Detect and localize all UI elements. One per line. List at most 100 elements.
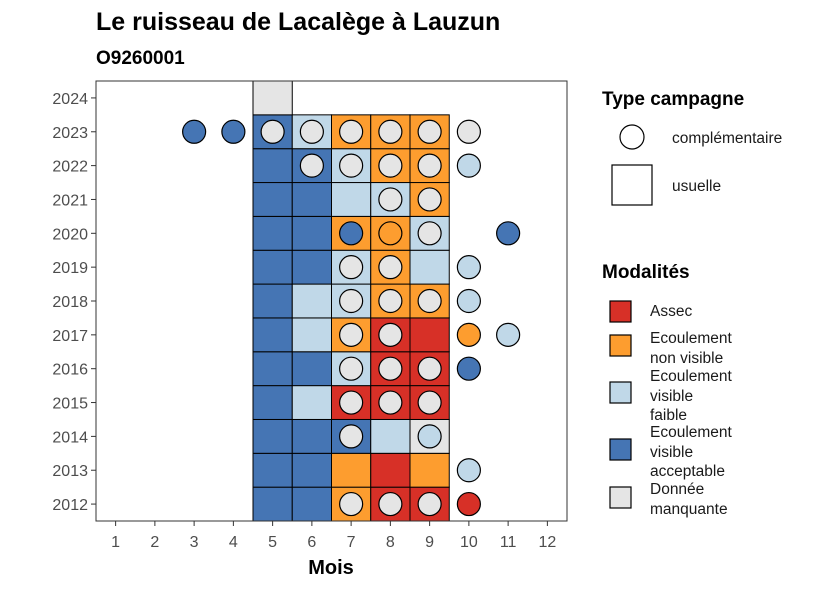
complementaire-point-2018-10 [456,288,481,314]
complementaire-point-2023-9 [417,119,442,144]
complementaire-point-2023-7 [339,119,364,144]
usuelle-cell-2014-6 [291,418,332,454]
legend-key-complementaire [619,124,645,150]
y-tick-label-2016: 2016 [52,362,88,379]
legend-label-ecoulement_visible_acceptable-line1: Ecoulement [650,424,733,441]
y-tick-label-2013: 2013 [52,463,88,480]
x-axis: 1 2 3 4 5 6 7 8 9 10 11 12 [111,521,556,551]
usuelle-cell-2019-9 [409,249,450,285]
usuelle-cell-2016-6 [291,351,332,387]
usuelle-cell-2017-9 [409,317,450,353]
complementaire-point-2012-8 [378,491,403,517]
legend-label-ecoulement_non_visible-line1: Ecoulement [650,330,733,347]
complementaire-point-2023-8 [378,119,403,144]
usuelle-cell-2012-6 [291,486,332,522]
legend-label-ecoulement_non_visible-line2: non visible [650,350,723,367]
usuelle-cell-2018-6 [291,283,332,319]
usuelle-cell-2021-6 [291,182,332,217]
legend-key-donnee_manquante [609,486,632,509]
complementaire-point-2012-7 [339,491,364,517]
x-axis-title: Mois [308,557,354,579]
usuelle-cell-2012-5 [252,486,293,522]
x-tick-label-5: 5 [268,534,277,551]
usuelle-cell-2016-5 [252,351,293,387]
usuelle-cell-2013-5 [252,452,293,488]
complementaire-point-2023-4 [221,119,246,144]
x-tick-label-6: 6 [307,534,316,551]
usuelle-cell-2013-7 [331,452,372,488]
y-tick-label-2014: 2014 [52,429,88,446]
complementaire-point-2018-9 [417,288,442,314]
complementaire-point-2020-11 [496,221,521,246]
usuelle-cell-2013-9 [409,452,450,488]
x-tick-label-10: 10 [460,534,478,551]
complementaire-point-2021-9 [417,187,442,212]
legend-title-modalites: Modalités [602,262,690,283]
usuelle-cell-2015-5 [252,385,293,420]
complementaire-points [182,119,521,517]
complementaire-point-2022-9 [417,153,442,178]
legend-label-donnee_manquante-line1: Donnée [650,481,704,498]
usuelle-cell-2021-7 [331,182,372,217]
x-tick-label-3: 3 [190,534,199,551]
complementaire-point-2016-9 [417,356,442,381]
complementaire-point-2020-9 [417,221,442,246]
x-tick-label-11: 11 [500,534,517,551]
complementaire-point-2022-8 [378,153,403,178]
complementaire-point-2016-10 [456,356,481,381]
x-tick-label-9: 9 [425,534,434,551]
usuelle-cell-2018-5 [252,283,293,319]
usuelle-cell-2019-5 [252,249,293,285]
usuelle-cell-2013-8 [370,452,411,488]
y-tick-label-2024: 2024 [52,91,88,108]
legend-label-ecoulement_visible_faible-line3: faible [650,407,687,424]
usuelle-cell-2024-5 [252,80,293,116]
usuelle-cell-2020-6 [291,215,332,251]
usuelle-cell-2017-5 [252,317,293,353]
y-tick-label-2023: 2023 [52,125,88,142]
legend-key-ecoulement_visible_faible [609,381,632,404]
legend-label-usuelle: usuelle [672,178,721,195]
complementaire-point-2023-10 [456,119,481,144]
complementaire-point-2022-7 [339,153,364,178]
usuelle-cell-2013-6 [291,452,332,488]
y-tick-label-2021: 2021 [52,192,88,209]
x-tick-label-12: 12 [538,534,556,551]
complementaire-point-2018-7 [339,288,364,314]
legend: Type campagne complémentaire usuelle Mod… [602,89,782,518]
complementaire-point-2016-8 [378,356,403,381]
complementaire-point-2013-10 [456,458,481,483]
usuelle-cell-2020-5 [252,215,293,251]
legend-label-ecoulement_visible_acceptable-line2: visible [650,444,693,461]
complementaire-point-2022-6 [299,153,324,178]
y-axis: 2012 2013 2014 2015 2016 2017 2018 2019 2020 2021… [52,91,96,514]
legend-label-ecoulement_visible_acceptable-line3: acceptable [650,463,725,480]
legend-title-type-campagne: Type campagne [602,89,744,110]
complementaire-point-2018-8 [378,288,403,314]
complementaire-point-2020-8 [378,221,403,246]
y-tick-label-2018: 2018 [52,294,88,311]
x-tick-label-1: 1 [111,534,120,551]
usuelle-cell-2014-8 [370,418,411,454]
x-tick-label-8: 8 [386,534,395,551]
complementaire-point-2014-7 [339,424,364,449]
legend-label-complementaire: complémentaire [672,130,782,147]
complementaire-point-2023-6 [299,119,324,144]
legend-key-usuelle [611,164,653,206]
x-tick-label-2: 2 [150,534,159,551]
y-tick-label-2020: 2020 [52,226,88,243]
legend-label-ecoulement_visible_faible-line1: Ecoulement [650,368,733,385]
legend-key-ecoulement_visible_acceptable [609,438,632,461]
legend-label-ecoulement_visible_faible-line2: visible [650,388,693,405]
x-tick-label-4: 4 [229,534,238,551]
complementaire-point-2017-8 [378,322,403,347]
complementaire-point-2023-5 [260,119,285,144]
complementaire-point-2012-9 [417,491,442,517]
chart-title: Le ruisseau de Lacalège à Lauzun [96,8,500,36]
legend-key-ecoulement_non_visible [609,334,632,357]
complementaire-point-2015-7 [339,390,364,415]
complementaire-point-2015-8 [378,390,403,415]
usuelle-cell-2017-6 [291,317,332,353]
